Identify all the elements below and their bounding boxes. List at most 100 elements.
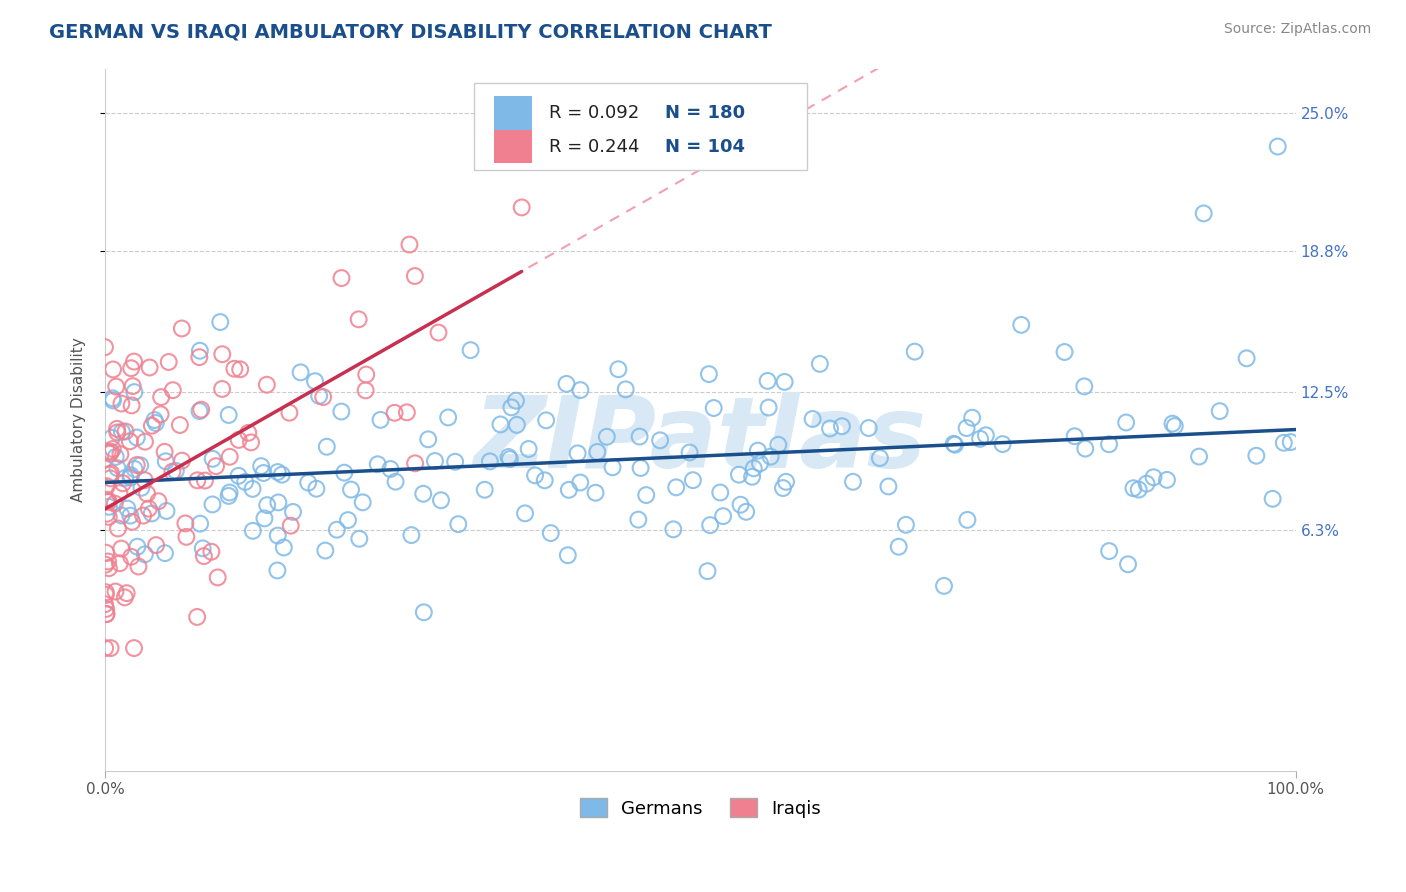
- Point: [108, 556, 131, 570]
- Point: [125, 430, 148, 444]
- Point: [193, 549, 215, 563]
- Point: [96, 492, 118, 507]
- Point: [125, 458, 148, 472]
- Point: [120, 549, 142, 564]
- Point: [104, 497, 127, 511]
- Point: [756, 374, 779, 388]
- Point: [100, 444, 122, 458]
- Point: [278, 406, 301, 420]
- Point: [218, 450, 240, 464]
- Point: [384, 475, 406, 489]
- Point: [831, 419, 853, 434]
- Point: [1053, 345, 1076, 359]
- Point: [218, 408, 240, 422]
- Point: [384, 406, 406, 420]
- Point: [956, 513, 979, 527]
- Point: [134, 473, 156, 487]
- Point: [569, 475, 592, 490]
- Point: [437, 410, 460, 425]
- Point: [121, 515, 143, 529]
- Point: [869, 450, 891, 465]
- Text: R = 0.092: R = 0.092: [550, 103, 640, 121]
- Point: [354, 368, 377, 382]
- Point: [842, 475, 865, 489]
- Point: [1098, 437, 1121, 451]
- Point: [174, 516, 197, 531]
- Point: [474, 483, 496, 497]
- Point: [1115, 416, 1137, 430]
- Text: N = 180: N = 180: [665, 103, 745, 121]
- Point: [120, 470, 142, 484]
- Point: [506, 417, 529, 432]
- Text: GERMAN VS IRAQI AMBULATORY DISABILITY CORRELATION CHART: GERMAN VS IRAQI AMBULATORY DISABILITY CO…: [49, 22, 772, 41]
- Point: [858, 421, 880, 435]
- Y-axis label: Ambulatory Disability: Ambulatory Disability: [72, 337, 86, 502]
- Point: [121, 379, 143, 393]
- Point: [1164, 419, 1187, 434]
- Point: [176, 530, 198, 544]
- Point: [127, 540, 149, 554]
- Point: [101, 362, 124, 376]
- Legend: Germans, Iraqis: Germans, Iraqis: [572, 791, 828, 825]
- Point: [170, 453, 193, 467]
- Point: [1063, 429, 1085, 443]
- Point: [186, 473, 208, 487]
- Point: [134, 434, 156, 449]
- Point: [607, 362, 630, 376]
- Point: [96, 607, 118, 621]
- Point: [114, 591, 136, 605]
- Point: [596, 430, 619, 444]
- Point: [418, 432, 440, 446]
- Point: [330, 404, 353, 418]
- Point: [877, 479, 900, 493]
- Point: [188, 343, 211, 358]
- Point: [1279, 435, 1302, 450]
- Point: [110, 447, 132, 461]
- Point: [211, 382, 233, 396]
- Point: [569, 383, 592, 397]
- Point: [242, 482, 264, 496]
- Point: [107, 521, 129, 535]
- Point: [1208, 404, 1230, 418]
- Point: [308, 389, 330, 403]
- Point: [97, 500, 120, 514]
- Text: Source: ZipAtlas.com: Source: ZipAtlas.com: [1223, 22, 1371, 37]
- Point: [134, 547, 156, 561]
- Point: [186, 610, 208, 624]
- Point: [141, 418, 163, 433]
- Point: [730, 498, 752, 512]
- Point: [190, 402, 212, 417]
- Point: [124, 385, 146, 400]
- Point: [627, 513, 650, 527]
- Point: [1156, 473, 1178, 487]
- Point: [974, 428, 997, 442]
- Point: [201, 498, 224, 512]
- Point: [120, 468, 142, 483]
- Point: [1142, 470, 1164, 484]
- Point: [337, 513, 360, 527]
- Point: [943, 438, 966, 452]
- Point: [513, 506, 536, 520]
- Point: [678, 445, 700, 459]
- Point: [110, 541, 132, 556]
- Point: [107, 461, 129, 475]
- Point: [404, 268, 426, 283]
- Point: [252, 466, 274, 480]
- Point: [517, 442, 540, 456]
- Point: [665, 480, 688, 494]
- Point: [330, 271, 353, 285]
- Point: [696, 564, 718, 578]
- Point: [1236, 351, 1258, 366]
- Point: [98, 467, 121, 482]
- Point: [240, 435, 263, 450]
- Point: [735, 505, 758, 519]
- Point: [209, 315, 232, 329]
- Point: [188, 404, 211, 418]
- Point: [211, 347, 233, 361]
- Point: [741, 469, 763, 483]
- Point: [115, 586, 138, 600]
- Point: [1073, 379, 1095, 393]
- Point: [314, 543, 336, 558]
- Point: [98, 447, 121, 461]
- Point: [773, 375, 796, 389]
